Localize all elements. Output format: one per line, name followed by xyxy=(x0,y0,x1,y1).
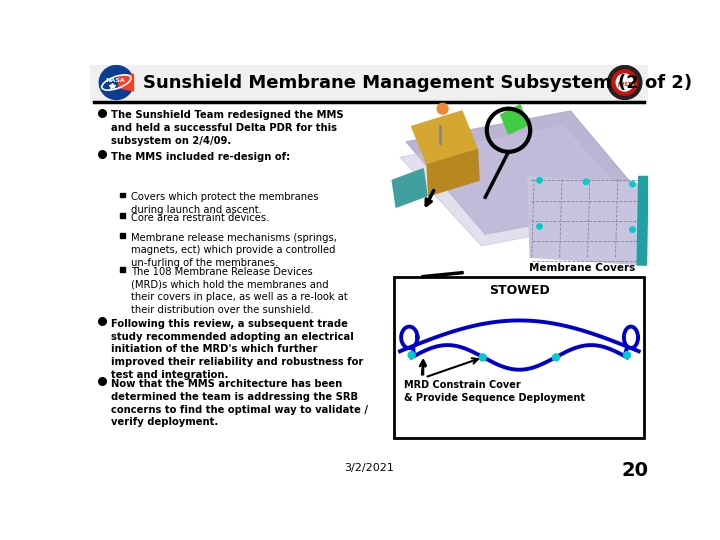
Text: The Sunshield Team redesigned the MMS
and held a successful Delta PDR for this
s: The Sunshield Team redesigned the MMS an… xyxy=(111,110,343,146)
Circle shape xyxy=(624,352,631,359)
Text: Following this review, a subsequent trade
study recommended adopting an electric: Following this review, a subsequent trad… xyxy=(111,319,364,380)
Polygon shape xyxy=(427,150,479,195)
Text: 20: 20 xyxy=(621,461,648,480)
Circle shape xyxy=(630,181,635,187)
Text: 3/2/2021: 3/2/2021 xyxy=(344,462,394,472)
Text: Membrane release mechanisms (springs,
magnets, ect) which provide a controlled
u: Membrane release mechanisms (springs, ma… xyxy=(131,233,337,268)
Bar xyxy=(120,213,125,218)
Circle shape xyxy=(537,178,542,183)
Text: Core area restraint devices.: Core area restraint devices. xyxy=(131,213,269,222)
Circle shape xyxy=(537,224,542,229)
Text: Membrane Covers: Membrane Covers xyxy=(529,262,636,273)
Polygon shape xyxy=(637,177,648,265)
Circle shape xyxy=(99,65,133,99)
Polygon shape xyxy=(392,168,427,207)
Text: Covers which protect the membranes
during launch and ascent.: Covers which protect the membranes durin… xyxy=(131,192,318,215)
Text: MST: MST xyxy=(618,77,631,82)
Bar xyxy=(394,276,644,438)
Polygon shape xyxy=(400,126,644,246)
Circle shape xyxy=(616,74,634,91)
Text: Now that the MMS architecture has been
determined the team is addressing the SRB: Now that the MMS architecture has been d… xyxy=(111,379,368,427)
Bar xyxy=(90,65,648,101)
Polygon shape xyxy=(119,74,133,91)
Circle shape xyxy=(630,227,635,232)
Text: Sunshield Membrane Management Subsystem (2 of 2): Sunshield Membrane Management Subsystem … xyxy=(143,73,692,91)
Circle shape xyxy=(608,65,642,99)
Polygon shape xyxy=(528,177,647,265)
Text: NASA: NASA xyxy=(105,78,125,83)
Bar xyxy=(120,233,125,238)
Circle shape xyxy=(437,103,448,114)
Bar xyxy=(120,193,125,197)
Text: STOWED: STOWED xyxy=(489,284,550,297)
Polygon shape xyxy=(500,105,528,134)
Polygon shape xyxy=(406,111,648,234)
Circle shape xyxy=(408,352,415,359)
Text: JWST: JWST xyxy=(618,82,632,87)
Circle shape xyxy=(612,70,637,95)
Bar xyxy=(120,267,125,272)
Circle shape xyxy=(480,354,486,361)
Circle shape xyxy=(583,179,589,185)
Text: MRD Constrain Cover
& Provide Sequence Deployment: MRD Constrain Cover & Provide Sequence D… xyxy=(404,381,585,403)
Polygon shape xyxy=(412,111,477,165)
Text: The 108 Membrane Release Devices
(MRD)s which hold the membranes and
their cover: The 108 Membrane Release Devices (MRD)s … xyxy=(131,267,348,315)
Circle shape xyxy=(552,354,559,361)
Text: The MMS included re-design of:: The MMS included re-design of: xyxy=(111,152,290,162)
